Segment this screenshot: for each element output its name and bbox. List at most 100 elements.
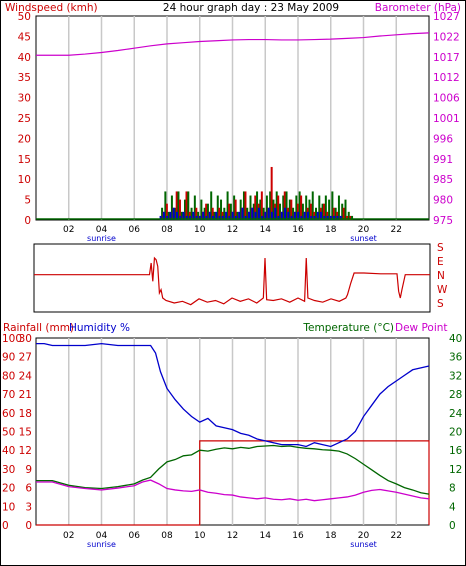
windspeed-tick-label: 10 bbox=[18, 174, 31, 186]
humidity-tick-label: 10 bbox=[2, 501, 15, 513]
humidity-tick-label: 30 bbox=[2, 464, 15, 476]
windspeed-tick-label: 25 bbox=[18, 113, 31, 125]
barometer-axis-label: Barometer (hPa) bbox=[375, 2, 461, 14]
humidity-tick-label: 20 bbox=[2, 483, 15, 495]
temperature-tick-label: 4 bbox=[449, 501, 456, 513]
humidity-tick-label: 0 bbox=[2, 520, 9, 532]
windspeed-tick-label: 20 bbox=[18, 133, 31, 145]
hour-tick-label: 14 bbox=[260, 531, 272, 541]
barometer-tick-label: 975 bbox=[433, 215, 453, 227]
rainfall-tick-label: 3 bbox=[25, 501, 32, 513]
rainfall-tick-label: 27 bbox=[19, 352, 32, 364]
temperature-tick-label: 40 bbox=[449, 333, 462, 345]
temperature-tick-label: 28 bbox=[449, 389, 462, 401]
rainfall-tick-label: 12 bbox=[19, 445, 32, 457]
barometer-tick-label: 1012 bbox=[433, 72, 460, 84]
direction-label: S bbox=[437, 242, 444, 254]
barometer-line bbox=[36, 32, 430, 56]
rainfall-tick-label: 0 bbox=[25, 520, 32, 532]
sun-label: sunrise bbox=[87, 234, 116, 243]
hour-tick-label: 06 bbox=[129, 531, 141, 541]
hour-tick-label: 20 bbox=[358, 531, 370, 541]
rainfall-tick-label: 24 bbox=[19, 370, 33, 382]
hour-tick-label: 14 bbox=[260, 225, 272, 235]
windspeed-axis-label: Windspeed (kmh) bbox=[5, 2, 98, 14]
hour-tick-label: 18 bbox=[325, 225, 337, 235]
hour-tick-label: 06 bbox=[129, 225, 141, 235]
hour-tick-label: 18 bbox=[325, 531, 337, 541]
rainfall-tick-label: 18 bbox=[19, 408, 32, 420]
sun-label: sunset bbox=[350, 540, 377, 549]
direction-label: N bbox=[437, 270, 445, 282]
dewpoint-axis-label: Dew Point bbox=[395, 322, 448, 334]
temperature-tick-label: 32 bbox=[449, 370, 462, 382]
hour-tick-label: 08 bbox=[161, 531, 173, 541]
plot-area-direction bbox=[33, 243, 431, 313]
temp-humidity-panel: 0102030405060708090100036912151821242730… bbox=[2, 333, 463, 549]
hour-tick-label: 16 bbox=[292, 531, 304, 541]
barometer-tick-label: 980 bbox=[433, 195, 453, 207]
hour-tick-label: 02 bbox=[63, 531, 74, 541]
hour-tick-label: 12 bbox=[227, 225, 238, 235]
hour-tick-label: 10 bbox=[194, 225, 206, 235]
humidity-tick-label: 40 bbox=[2, 445, 15, 457]
rainfall-tick-label: 30 bbox=[19, 333, 32, 345]
windspeed-tick-label: 15 bbox=[18, 154, 31, 166]
temperature-tick-label: 24 bbox=[449, 408, 463, 420]
rainfall-tick-label: 9 bbox=[25, 464, 32, 476]
direction-label: S bbox=[437, 298, 444, 310]
rainfall-line bbox=[36, 440, 430, 526]
humidity-tick-label: 70 bbox=[2, 389, 15, 401]
direction-label: E bbox=[437, 256, 444, 268]
windspeed-tick-label: 40 bbox=[18, 52, 31, 64]
wind-direction-line bbox=[34, 256, 430, 306]
barometer-tick-label: 1017 bbox=[433, 52, 460, 64]
direction-label: W bbox=[437, 284, 448, 296]
sun-label: sunrise bbox=[87, 540, 116, 549]
humidity-tick-label: 100 bbox=[2, 333, 22, 345]
temperature-tick-label: 36 bbox=[449, 352, 463, 364]
wind-barometer-panel: 0 5 10 15 20 25 30 35 40 45 50 975 980 985 991 996 1001 1… bbox=[18, 11, 460, 243]
humidity-tick-label: 60 bbox=[2, 408, 15, 420]
hour-tick-label: 04 bbox=[96, 531, 108, 541]
hour-tick-label: 02 bbox=[63, 225, 74, 235]
barometer-tick-label: 996 bbox=[433, 133, 453, 145]
temperature-line bbox=[36, 444, 430, 495]
temperature-tick-label: 8 bbox=[449, 483, 456, 495]
humidity-line bbox=[36, 342, 430, 448]
windspeed-tick-label: 35 bbox=[18, 72, 31, 84]
humidity-tick-label: 80 bbox=[2, 370, 15, 382]
temperature-axis-label: Temperature (°C) bbox=[302, 322, 394, 334]
rainfall-tick-label: 21 bbox=[19, 389, 32, 401]
sun-label: sunset bbox=[350, 234, 377, 243]
barometer-tick-label: 985 bbox=[433, 174, 453, 186]
humidity-tick-label: 50 bbox=[2, 427, 15, 439]
dewpoint-line bbox=[36, 479, 430, 502]
humidity-tick-label: 90 bbox=[2, 352, 15, 364]
hour-tick-label: 22 bbox=[391, 531, 402, 541]
humidity-axis-label: Humidity % bbox=[69, 322, 130, 334]
hour-tick-label: 22 bbox=[391, 225, 402, 235]
hour-tick-label: 08 bbox=[161, 225, 173, 235]
hour-tick-label: 10 bbox=[194, 531, 206, 541]
temperature-tick-label: 16 bbox=[449, 445, 463, 457]
windspeed-tick-label: 0 bbox=[24, 215, 31, 227]
barometer-tick-label: 1006 bbox=[433, 93, 460, 105]
chart-title: 24 hour graph day : 23 May 2009 bbox=[163, 2, 339, 14]
temperature-tick-label: 0 bbox=[449, 520, 456, 532]
barometer-tick-label: 991 bbox=[433, 154, 453, 166]
temperature-tick-label: 12 bbox=[449, 464, 462, 476]
hour-tick-label: 12 bbox=[227, 531, 238, 541]
rainfall-axis-label: Rainfall (mm) bbox=[3, 322, 74, 334]
barometer-tick-label: 1027 bbox=[433, 11, 460, 23]
windspeed-tick-label: 5 bbox=[24, 195, 31, 207]
windspeed-tick-label: 50 bbox=[18, 11, 31, 23]
hour-tick-label: 16 bbox=[292, 225, 304, 235]
temperature-tick-label: 20 bbox=[449, 427, 462, 439]
rainfall-tick-label: 15 bbox=[19, 427, 32, 439]
hour-tick-label: 04 bbox=[96, 225, 108, 235]
windspeed-tick-label: 30 bbox=[18, 93, 31, 105]
